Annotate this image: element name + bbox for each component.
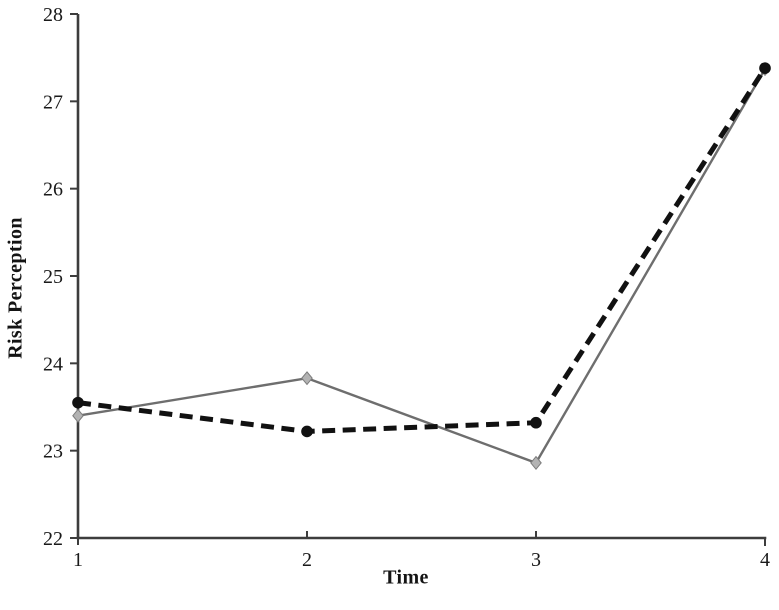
diamond-marker <box>72 408 84 423</box>
y-tick-label: 27 <box>43 91 63 113</box>
solid-gray-diamond-series-line <box>77 68 767 465</box>
y-tick-label: 28 <box>43 4 63 26</box>
x-tick-label: 1 <box>73 549 83 571</box>
circle-marker <box>759 62 771 74</box>
y-axis-ticks: 22 23 24 25 26 27 28 <box>43 4 84 550</box>
circle-marker <box>301 425 313 438</box>
circle-marker <box>72 396 84 409</box>
dashed-black-circle-series-line <box>77 66 768 434</box>
y-tick-label: 24 <box>43 353 63 375</box>
x-tick-label: 4 <box>760 549 770 571</box>
x-axis-title: Time <box>383 566 429 589</box>
dashed-black-circle-series <box>77 66 768 434</box>
solid-gray-diamond-series-markers <box>72 61 771 470</box>
axes <box>76 14 767 540</box>
x-tick-label: 3 <box>531 549 541 571</box>
circle-marker <box>530 416 542 429</box>
dashed-black-circle-series-markers <box>72 62 771 438</box>
y-tick-label: 22 <box>43 528 63 550</box>
y-tick-label: 25 <box>43 266 63 288</box>
y-axis-title: Risk Perception <box>4 217 27 359</box>
solid-gray-diamond-series <box>77 68 767 465</box>
diamond-marker <box>301 371 313 386</box>
y-tick-label: 26 <box>43 179 63 201</box>
x-tick-label: 2 <box>302 549 312 571</box>
diamond-marker <box>530 455 542 470</box>
y-tick-label: 23 <box>43 441 63 463</box>
x-axis-ticks: 1 2 3 4 <box>73 531 770 571</box>
